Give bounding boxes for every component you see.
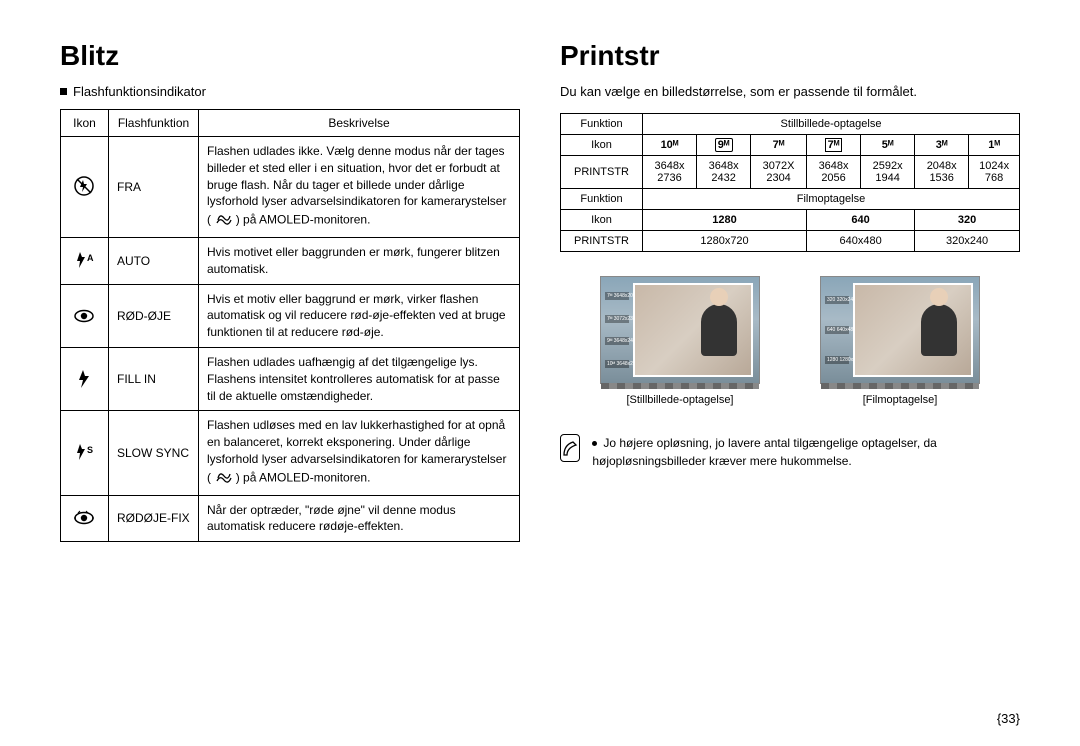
thumb-caption: [Filmoptagelse] — [820, 394, 980, 406]
cell-size: 3648x 2056 — [807, 156, 861, 189]
bullet-icon — [60, 88, 67, 95]
bullet-icon — [592, 441, 597, 446]
flash-slow-icon — [61, 411, 109, 495]
table-row: Funktion Filmoptagelse — [561, 189, 1020, 210]
thumb-overlay: 7ᴹ 3648x2056 7ᴹ 3072x2304 9ᴹ 3648x2432 1… — [603, 283, 631, 377]
printstr-section: Printstr Du kan vælge en billedstørrelse… — [560, 40, 1020, 542]
table-row: Ikon 1280 640 320 — [561, 210, 1020, 231]
table-row: PRINTSTR 3648x 2736 3648x 2432 3072X 230… — [561, 156, 1020, 189]
mp-icon: 1ᴹ — [969, 135, 1020, 156]
cell-vsize: 1280x720 — [643, 231, 807, 252]
cell-size: 3648x 2736 — [643, 156, 697, 189]
table-row: Funktion Stillbillede-optagelse — [561, 114, 1020, 135]
blitz-subhead: Flashfunktionsindikator — [60, 84, 520, 99]
row-name: RØD-ØJE — [109, 284, 199, 347]
note-text: Jo højere opløsning, jo lavere antal til… — [592, 434, 1020, 470]
cell-film: Filmoptagelse — [643, 189, 1020, 210]
mp-icon: 5ᴹ — [861, 135, 915, 156]
cell-vsize: 640x480 — [807, 231, 915, 252]
shaky-icon — [214, 210, 232, 231]
printstr-intro: Du kan vælge en billedstørrelse, som er … — [560, 84, 1020, 99]
row-name: FRA — [109, 137, 199, 238]
row-desc: Flashen udløses med en lav lukkerhastigh… — [199, 411, 520, 495]
thumb-image: 320 320x240 640 640x480 1280 1280x720 — [820, 276, 980, 384]
page-number: {33} — [997, 711, 1020, 726]
printstr-table: Funktion Stillbillede-optagelse Ikon 10ᴹ… — [560, 113, 1020, 252]
cell-size: 3648x 2432 — [697, 156, 751, 189]
table-row: SLOW SYNC Flashen udløses med en lav luk… — [61, 411, 520, 495]
cell-size: 1024x 768 — [969, 156, 1020, 189]
row-name: FILL IN — [109, 347, 199, 410]
cell-funktion: Funktion — [561, 114, 643, 135]
note-icon — [560, 434, 580, 462]
table-row: RØD-ØJE Hvis et motiv eller baggrund er … — [61, 284, 520, 347]
row-desc: Når der optræder, "røde øjne" vil denne … — [199, 495, 520, 542]
cell-ikon: Ikon — [561, 210, 643, 231]
flash-icon — [61, 347, 109, 410]
cell-ikon: Ikon — [561, 135, 643, 156]
table-row: Ikon 10ᴹ 9ᴹ 7ᴹ 7ᴹ 5ᴹ 3ᴹ 1ᴹ — [561, 135, 1020, 156]
thumbnails: 7ᴹ 3648x2056 7ᴹ 3072x2304 9ᴹ 3648x2432 1… — [560, 276, 1020, 406]
row-desc: Flashen udlades ikke. Vælg denne modus n… — [199, 137, 520, 238]
th-funktion: Flashfunktion — [109, 110, 199, 137]
flash-off-icon — [61, 137, 109, 238]
mp-icon: 9ᴹ — [697, 135, 751, 156]
thumb-image: 7ᴹ 3648x2056 7ᴹ 3072x2304 9ᴹ 3648x2432 1… — [600, 276, 760, 384]
cell-size: 3072X 2304 — [751, 156, 807, 189]
mp-icon: 3ᴹ — [915, 135, 969, 156]
eye-fix-icon — [61, 495, 109, 542]
flash-auto-icon — [61, 237, 109, 284]
cell-size: 2592x 1944 — [861, 156, 915, 189]
row-name: RØDØJE-FIX — [109, 495, 199, 542]
table-row: PRINTSTR 1280x720 640x480 320x240 — [561, 231, 1020, 252]
table-row: AUTO Hvis motivet eller baggrunden er mø… — [61, 237, 520, 284]
thumb-overlay: 320 320x240 640 640x480 1280 1280x720 — [823, 283, 851, 377]
row-desc: Hvis motivet eller baggrunden er mørk, f… — [199, 237, 520, 284]
cell-funktion: Funktion — [561, 189, 643, 210]
cell-vsize: 320x240 — [915, 231, 1020, 252]
table-header-row: Ikon Flashfunktion Beskrivelse — [61, 110, 520, 137]
shaky-icon — [214, 468, 232, 489]
cell-printstr: PRINTSTR — [561, 231, 643, 252]
v-icon: 1280 — [643, 210, 807, 231]
row-desc: Hvis et motiv eller baggrund er mørk, vi… — [199, 284, 520, 347]
thumb-caption: [Stillbillede-optagelse] — [600, 394, 760, 406]
mp-icon: 7ᴹ — [807, 135, 861, 156]
blitz-table: Ikon Flashfunktion Beskrivelse FRA Flash… — [60, 109, 520, 542]
cell-still: Stillbillede-optagelse — [643, 114, 1020, 135]
eye-icon — [61, 284, 109, 347]
cell-printstr: PRINTSTR — [561, 156, 643, 189]
row-desc: Flashen udlades uafhængig af det tilgæng… — [199, 347, 520, 410]
blitz-title: Blitz — [60, 40, 520, 72]
thumb-still: 7ᴹ 3648x2056 7ᴹ 3072x2304 9ᴹ 3648x2432 1… — [600, 276, 760, 406]
printstr-title: Printstr — [560, 40, 1020, 72]
table-row: RØDØJE-FIX Når der optræder, "røde øjne"… — [61, 495, 520, 542]
thumb-film: 320 320x240 640 640x480 1280 1280x720 [F… — [820, 276, 980, 406]
note-box: Jo højere opløsning, jo lavere antal til… — [560, 434, 1020, 470]
row-name: SLOW SYNC — [109, 411, 199, 495]
th-beskrivelse: Beskrivelse — [199, 110, 520, 137]
th-ikon: Ikon — [61, 110, 109, 137]
row-name: AUTO — [109, 237, 199, 284]
blitz-subtitle: Flashfunktionsindikator — [73, 84, 206, 99]
mp-icon: 7ᴹ — [751, 135, 807, 156]
cell-size: 2048x 1536 — [915, 156, 969, 189]
table-row: FRA Flashen udlades ikke. Vælg denne mod… — [61, 137, 520, 238]
table-row: FILL IN Flashen udlades uafhængig af det… — [61, 347, 520, 410]
v-icon: 320 — [915, 210, 1020, 231]
blitz-section: Blitz Flashfunktionsindikator Ikon Flash… — [60, 40, 520, 542]
mp-icon: 10ᴹ — [643, 135, 697, 156]
v-icon: 640 — [807, 210, 915, 231]
